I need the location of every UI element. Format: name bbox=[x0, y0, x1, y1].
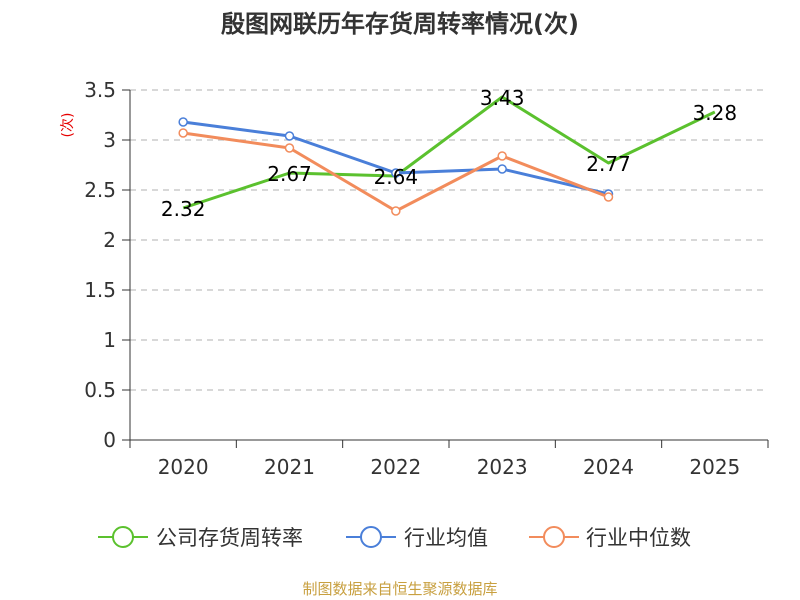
y-axis-label: (次) bbox=[60, 113, 76, 138]
y-tick-label: 2 bbox=[103, 228, 116, 252]
legend-label: 行业中位数 bbox=[586, 526, 691, 550]
y-tick-label: 0 bbox=[103, 428, 116, 452]
x-tick-label: 2020 bbox=[158, 455, 209, 479]
legend: 公司存货周转率 行业均值 行业中位数 bbox=[98, 526, 691, 550]
axes bbox=[129, 90, 768, 441]
legend-marker bbox=[112, 526, 134, 548]
data-label: 2.64 bbox=[374, 165, 419, 189]
data-point bbox=[178, 117, 188, 127]
data-point bbox=[391, 206, 401, 216]
data-label: 3.43 bbox=[480, 86, 525, 110]
x-tick-label: 2023 bbox=[477, 455, 528, 479]
data-point bbox=[603, 192, 614, 202]
data-label: 2.32 bbox=[161, 197, 206, 221]
y-tick-label: 3 bbox=[103, 128, 116, 152]
data-label: 2.77 bbox=[586, 152, 631, 176]
x-tick-label: 2025 bbox=[689, 455, 740, 479]
grid-lines bbox=[130, 89, 768, 391]
x-axis-ticks: 2020 2021 2022 2023 2024 2025 bbox=[129, 440, 769, 479]
y-tick-label: 1.5 bbox=[84, 278, 116, 302]
series-layer bbox=[178, 95, 716, 216]
y-tick-label: 1 bbox=[103, 328, 116, 352]
x-tick-label: 2021 bbox=[264, 455, 315, 479]
legend-marker bbox=[543, 526, 565, 548]
data-point bbox=[284, 143, 295, 153]
chart-title: 殷图网联历年存货周转率情况(次) bbox=[221, 10, 579, 38]
y-axis-ticks: 0 0.5 1 1.5 2 2.5 3 3.5 bbox=[84, 78, 130, 452]
data-point bbox=[178, 128, 188, 138]
x-tick-label: 2024 bbox=[583, 455, 634, 479]
y-tick-label: 3.5 bbox=[84, 78, 116, 102]
data-label: 2.67 bbox=[267, 162, 312, 186]
y-tick-label: 0.5 bbox=[84, 378, 116, 402]
legend-label: 行业均值 bbox=[404, 526, 488, 550]
data-label: 3.28 bbox=[693, 101, 738, 125]
data-point bbox=[391, 168, 401, 178]
data-point bbox=[284, 131, 295, 141]
x-tick-label: 2022 bbox=[370, 455, 421, 479]
data-labels: 2.32 2.67 2.64 3.43 2.77 3.28 bbox=[161, 86, 737, 221]
series-line bbox=[182, 95, 716, 210]
legend-label: 公司存货周转率 bbox=[156, 526, 303, 550]
legend-marker bbox=[360, 526, 382, 548]
data-point bbox=[497, 151, 507, 161]
y-tick-label: 2.5 bbox=[84, 178, 116, 202]
data-point bbox=[497, 164, 507, 174]
source-note: 制图数据来自恒生聚源数据库 bbox=[302, 580, 497, 598]
